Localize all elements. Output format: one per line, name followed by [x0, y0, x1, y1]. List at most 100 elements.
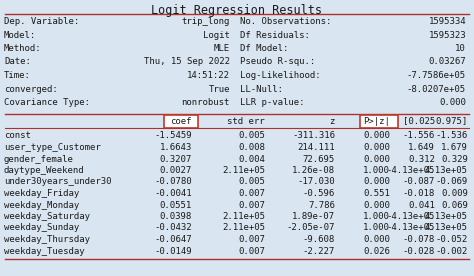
- Text: LLR p-value:: LLR p-value:: [240, 98, 304, 107]
- Text: 0.000: 0.000: [439, 98, 466, 107]
- Text: Df Model:: Df Model:: [240, 44, 288, 53]
- Text: 0.000: 0.000: [363, 200, 390, 209]
- Text: 1595334: 1595334: [428, 17, 466, 26]
- Text: [0.025: [0.025: [403, 116, 435, 126]
- Text: weekday_Saturday: weekday_Saturday: [4, 212, 90, 221]
- Text: 1.26e-08: 1.26e-08: [292, 166, 335, 175]
- Text: user_type_Customer: user_type_Customer: [4, 143, 101, 152]
- Text: 0.0027: 0.0027: [160, 166, 192, 175]
- Text: 1.89e-07: 1.89e-07: [292, 212, 335, 221]
- Text: 0.007: 0.007: [238, 189, 265, 198]
- Text: 0.312: 0.312: [408, 155, 435, 163]
- Text: True: True: [209, 84, 230, 94]
- Text: converged:: converged:: [4, 84, 58, 94]
- Text: nonrobust: nonrobust: [182, 98, 230, 107]
- Text: 4.13e+05: 4.13e+05: [425, 224, 468, 232]
- Text: coef: coef: [171, 116, 192, 126]
- Text: -8.0207e+05: -8.0207e+05: [407, 84, 466, 94]
- Text: -7.7586e+05: -7.7586e+05: [407, 71, 466, 80]
- Text: 10: 10: [455, 44, 466, 53]
- Text: 4.13e+05: 4.13e+05: [425, 166, 468, 175]
- FancyBboxPatch shape: [164, 115, 198, 128]
- Text: weekday_Tuesday: weekday_Tuesday: [4, 246, 85, 256]
- Text: -2.05e-07: -2.05e-07: [287, 224, 335, 232]
- Text: 0.007: 0.007: [238, 246, 265, 256]
- Text: Date:: Date:: [4, 57, 31, 67]
- Text: No. Observations:: No. Observations:: [240, 17, 331, 26]
- Text: -0.0432: -0.0432: [155, 224, 192, 232]
- Text: gender_female: gender_female: [4, 155, 74, 163]
- FancyBboxPatch shape: [360, 115, 398, 128]
- Text: 0.005: 0.005: [238, 177, 265, 187]
- Text: -4.13e+05: -4.13e+05: [387, 224, 435, 232]
- Text: 0.0398: 0.0398: [160, 212, 192, 221]
- Text: 0.000: 0.000: [363, 131, 390, 140]
- Text: std err: std err: [228, 116, 265, 126]
- Text: 4.13e+05: 4.13e+05: [425, 212, 468, 221]
- Text: Log-Likelihood:: Log-Likelihood:: [240, 71, 320, 80]
- Text: 14:51:22: 14:51:22: [187, 71, 230, 80]
- Text: Logit Regression Results: Logit Regression Results: [152, 4, 322, 17]
- Text: -9.608: -9.608: [303, 235, 335, 244]
- Text: -0.052: -0.052: [436, 235, 468, 244]
- Text: -0.0647: -0.0647: [155, 235, 192, 244]
- Text: 0.026: 0.026: [363, 246, 390, 256]
- Text: 0.009: 0.009: [441, 189, 468, 198]
- Text: 0.007: 0.007: [238, 235, 265, 244]
- Text: 0.0551: 0.0551: [160, 200, 192, 209]
- Text: 1.6643: 1.6643: [160, 143, 192, 152]
- Text: 0.069: 0.069: [441, 200, 468, 209]
- Text: -2.227: -2.227: [303, 246, 335, 256]
- Text: 0.004: 0.004: [238, 155, 265, 163]
- Text: 1.649: 1.649: [408, 143, 435, 152]
- Text: LL-Null:: LL-Null:: [240, 84, 283, 94]
- Text: -0.0041: -0.0041: [155, 189, 192, 198]
- Text: 2.11e+05: 2.11e+05: [222, 166, 265, 175]
- Text: 0.3207: 0.3207: [160, 155, 192, 163]
- Text: -0.596: -0.596: [303, 189, 335, 198]
- Text: 0.000: 0.000: [363, 143, 390, 152]
- Text: 2.11e+05: 2.11e+05: [222, 212, 265, 221]
- Text: -1.5459: -1.5459: [155, 131, 192, 140]
- Text: Model:: Model:: [4, 31, 36, 39]
- Text: trip_long: trip_long: [182, 17, 230, 26]
- Text: 0.03267: 0.03267: [428, 57, 466, 67]
- Text: weekday_Sunday: weekday_Sunday: [4, 224, 79, 232]
- Text: MLE: MLE: [214, 44, 230, 53]
- Text: -311.316: -311.316: [292, 131, 335, 140]
- Text: -0.0149: -0.0149: [155, 246, 192, 256]
- Text: 1.679: 1.679: [441, 143, 468, 152]
- Text: Time:: Time:: [4, 71, 31, 80]
- Text: Df Residuals:: Df Residuals:: [240, 31, 310, 39]
- Text: -0.028: -0.028: [403, 246, 435, 256]
- Text: Dep. Variable:: Dep. Variable:: [4, 17, 79, 26]
- Text: 1.000: 1.000: [363, 212, 390, 221]
- Text: weekday_Monday: weekday_Monday: [4, 200, 79, 209]
- Text: Method:: Method:: [4, 44, 42, 53]
- Text: const: const: [4, 131, 31, 140]
- Text: 214.111: 214.111: [297, 143, 335, 152]
- Text: 2.11e+05: 2.11e+05: [222, 224, 265, 232]
- Text: weekday_Friday: weekday_Friday: [4, 189, 79, 198]
- Text: -4.13e+05: -4.13e+05: [387, 212, 435, 221]
- Text: 0.975]: 0.975]: [436, 116, 468, 126]
- Text: -4.13e+05: -4.13e+05: [387, 166, 435, 175]
- Text: 1595323: 1595323: [428, 31, 466, 39]
- Text: 1.000: 1.000: [363, 166, 390, 175]
- Text: -0.078: -0.078: [403, 235, 435, 244]
- Text: -0.087: -0.087: [403, 177, 435, 187]
- Text: 0.007: 0.007: [238, 200, 265, 209]
- Text: z: z: [329, 116, 335, 126]
- Text: daytype_Weekend: daytype_Weekend: [4, 166, 85, 175]
- Text: 0.000: 0.000: [363, 155, 390, 163]
- Text: 0.329: 0.329: [441, 155, 468, 163]
- Text: 0.008: 0.008: [238, 143, 265, 152]
- Text: weekday_Thursday: weekday_Thursday: [4, 235, 90, 244]
- Text: 0.005: 0.005: [238, 131, 265, 140]
- Text: under30years_under30: under30years_under30: [4, 177, 111, 187]
- Text: -0.0780: -0.0780: [155, 177, 192, 187]
- Text: -1.536: -1.536: [436, 131, 468, 140]
- Text: 0.000: 0.000: [363, 235, 390, 244]
- Text: -1.556: -1.556: [403, 131, 435, 140]
- Text: Pseudo R-squ.:: Pseudo R-squ.:: [240, 57, 315, 67]
